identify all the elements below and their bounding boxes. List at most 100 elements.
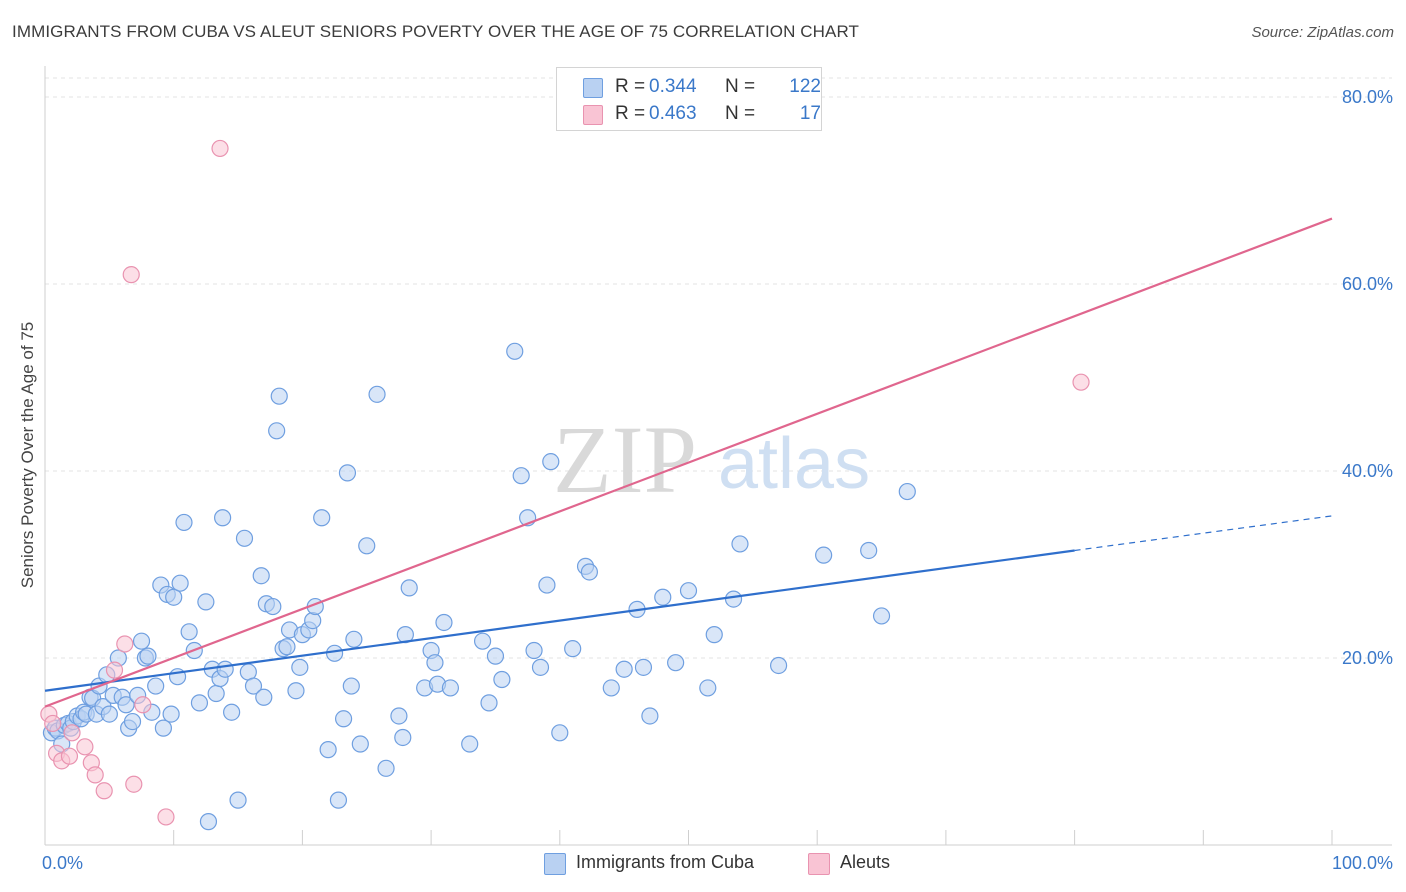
cuba-point	[542, 453, 560, 471]
cuba-point	[731, 535, 749, 553]
aleut-point	[125, 775, 143, 793]
correlation-legend: R = 0.344 N = 122 R = 0.463 N = 17	[556, 67, 822, 131]
cuba-point	[175, 513, 193, 532]
cuba-point	[171, 574, 189, 592]
y-tick-label: 40.0%	[1342, 461, 1393, 481]
cuba-point	[287, 682, 305, 700]
cuba-point	[461, 735, 479, 753]
legend-r-label: R =	[615, 76, 646, 97]
cuba-point	[564, 640, 582, 658]
cuba-point	[147, 677, 165, 695]
cuba-point	[351, 735, 369, 753]
aleut-point	[63, 724, 81, 742]
legend-n-value-aleuts: 17	[799, 103, 821, 124]
cuba-point	[244, 677, 263, 695]
cuba-point	[368, 385, 386, 403]
aleut-point	[86, 766, 104, 784]
cuba-point	[223, 703, 241, 721]
cuba-point	[493, 670, 511, 689]
legend-swatch-cuba	[583, 78, 603, 98]
points-layer	[40, 139, 1090, 831]
source-label: Source: ZipAtlas.com	[1251, 24, 1394, 41]
watermark-atlas-text: atlas	[718, 424, 870, 504]
y-tick-label: 60.0%	[1342, 274, 1393, 294]
legend-n-label: N =	[725, 103, 756, 124]
cuba-point	[190, 694, 209, 712]
trend-layer	[44, 217, 1333, 708]
cuba-point	[216, 660, 234, 678]
cuba-point	[641, 707, 659, 725]
aleut-point	[1072, 373, 1090, 391]
chart-title: IMMIGRANTS FROM CUBA VS ALEUT SENIORS PO…	[12, 22, 860, 41]
cuba-point	[268, 422, 286, 440]
aleut-point	[157, 808, 175, 826]
legend-n-value-cuba: 122	[789, 76, 821, 97]
cuba-point	[358, 537, 376, 555]
cuba-trend-extension	[1074, 515, 1333, 552]
cuba-point	[724, 590, 743, 608]
cuba-point	[400, 579, 418, 597]
y-tick-label: 20.0%	[1342, 648, 1393, 668]
aleut-point	[134, 696, 152, 714]
tick-labels: 20.0% 40.0% 60.0% 80.0% 0.0% 100.0%	[42, 87, 1393, 873]
cuba-point	[199, 813, 218, 831]
aleut-trend-line	[44, 217, 1333, 708]
cuba-point	[100, 705, 118, 723]
legend-n-label: N =	[725, 76, 756, 97]
y-tick-label: 80.0%	[1342, 87, 1393, 107]
cuba-point	[667, 654, 685, 672]
aleut-point	[76, 738, 94, 756]
cuba-point	[278, 638, 296, 656]
cuba-point	[291, 658, 309, 676]
aleut-point	[44, 714, 62, 733]
cuba-point	[229, 791, 247, 809]
cuba-point	[313, 509, 331, 527]
cuba-point	[197, 593, 215, 611]
cuba-point	[699, 679, 717, 697]
legend-r-value-cuba: 0.344	[649, 76, 697, 97]
cuba-point	[207, 684, 225, 703]
cuba-point	[551, 724, 569, 742]
cuba-point	[123, 712, 142, 731]
cuba-point	[235, 529, 254, 547]
cuba-point	[634, 658, 653, 676]
series-label-aleuts: Aleuts	[840, 852, 891, 872]
cuba-point	[162, 705, 180, 723]
x-tick-label: 100.0%	[1332, 853, 1393, 873]
cuba-point	[255, 688, 273, 706]
grid-layer	[45, 77, 1392, 659]
cuba-point	[473, 632, 492, 650]
cuba-point	[860, 541, 878, 560]
cuba-point	[538, 576, 556, 594]
cuba-point	[329, 791, 348, 809]
watermark-zip-text: ZIP	[553, 406, 697, 513]
cuba-point	[394, 728, 412, 747]
aleut-point	[105, 661, 124, 679]
series-swatch-aleuts	[808, 853, 830, 875]
cuba-point	[377, 759, 395, 777]
cuba-point	[679, 582, 698, 600]
cuba-point	[325, 644, 344, 662]
cuba-point	[270, 387, 288, 405]
cuba-point	[304, 611, 322, 630]
cuba-point	[214, 509, 232, 527]
cuba-point	[132, 632, 151, 650]
legend-r-value-aleuts: 0.463	[649, 103, 697, 124]
series-swatch-cuba	[544, 853, 566, 875]
cuba-point	[345, 630, 363, 648]
watermark: ZIP atlas	[553, 406, 870, 513]
cuba-point	[342, 677, 360, 695]
cuba-point	[898, 482, 916, 501]
legend-r-label: R =	[615, 103, 646, 124]
cuba-point	[580, 563, 599, 581]
cuba-point	[480, 694, 498, 712]
cuba-point	[338, 464, 357, 482]
cuba-point	[506, 342, 524, 360]
cuba-point	[319, 741, 337, 759]
x-tick-label: 0.0%	[42, 853, 83, 873]
cuba-point	[769, 656, 788, 675]
aleut-point	[211, 139, 229, 158]
cuba-point	[117, 696, 135, 714]
cuba-point	[512, 467, 530, 485]
